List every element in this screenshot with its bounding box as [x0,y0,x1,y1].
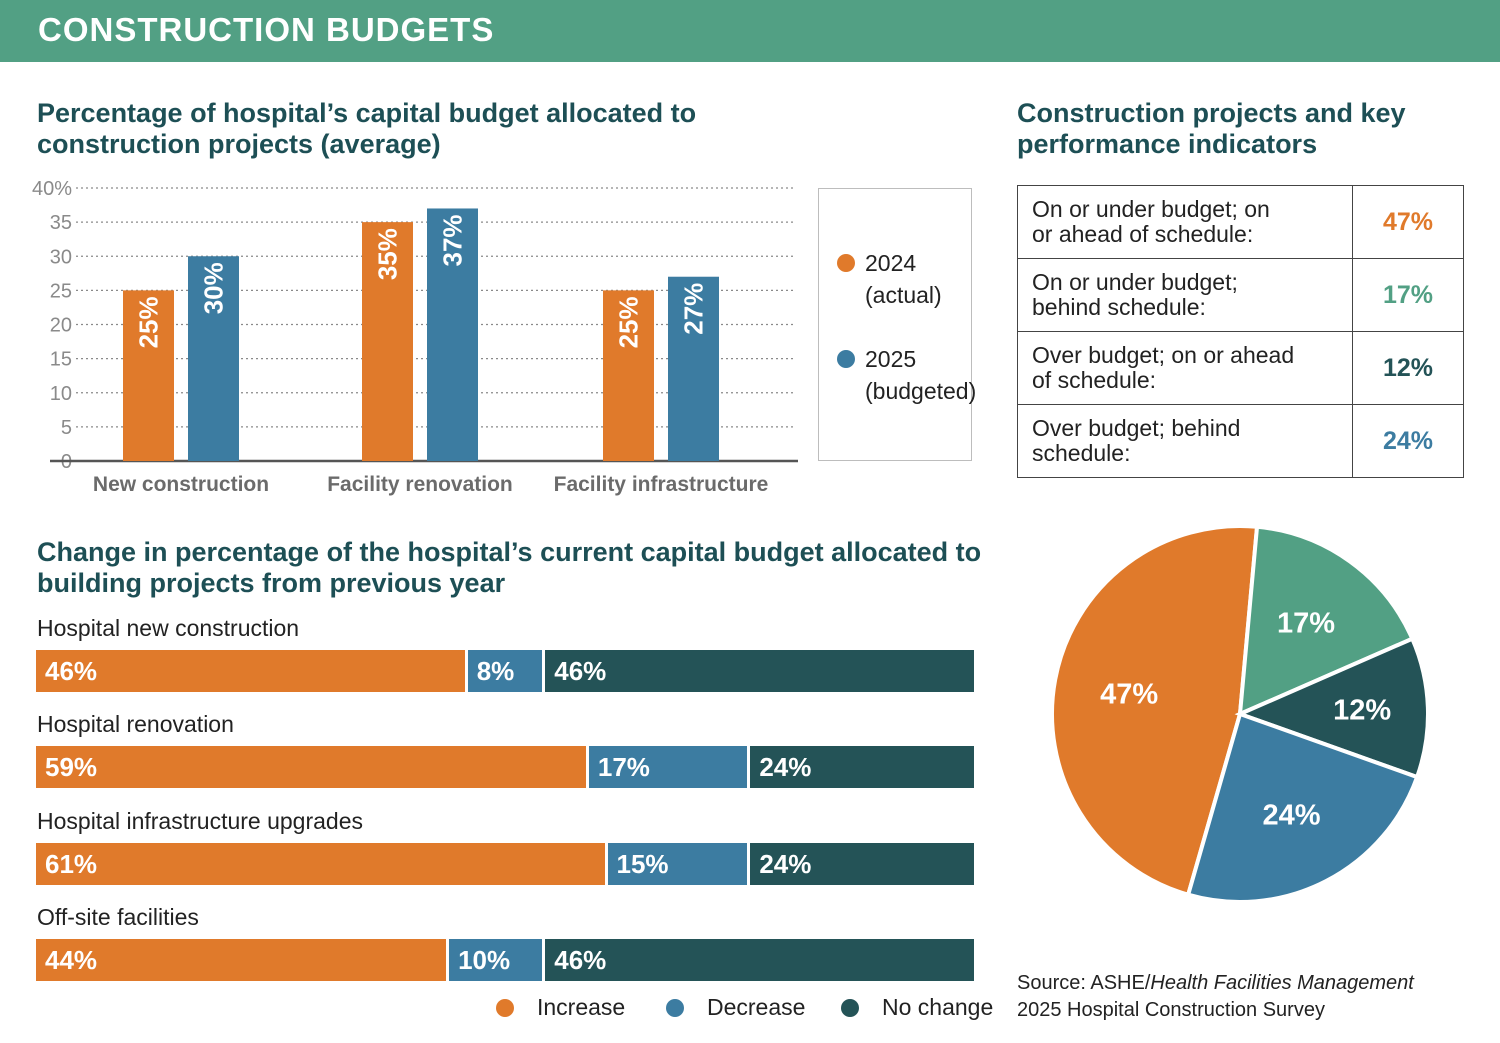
y-tick-label: 30 [50,246,72,268]
stacked-bar-segment: 17% [588,746,748,788]
kpi-title: Construction projects and key performanc… [1017,98,1406,159]
y-tick-label: 25 [50,280,72,302]
stack-category-label: Hospital new construction [37,615,300,641]
x-category-label: New construction [93,473,269,496]
kpi-label: Over budget; on or ahead of schedule: [1017,331,1353,405]
kpi-label-line1: On or under budget; [1032,269,1238,295]
kpi-label-line2: or ahead of schedule: [1032,221,1254,247]
stacked-bar-row: 46% 8% 46% [36,650,974,692]
kpi-label-line2: behind schedule: [1032,294,1206,320]
stacked-bar-segment: 15% [607,843,748,885]
kpi-label: On or under budget; on or ahead of schedu… [1017,185,1353,259]
y-tick-label: 20 [50,315,72,337]
legend-dot-no-change [841,999,859,1017]
bar [427,208,478,461]
page-title: CONSTRUCTION BUDGETS [38,11,495,48]
stack-category-label: Hospital infrastructure upgrades [37,808,363,834]
kpi-label-line2: of schedule: [1032,367,1157,393]
pie-slice [1185,711,1420,904]
stacked-bar-segment: 8% [467,650,543,692]
source-note: Source: ASHE/Health Facilities Managemen… [1017,970,1487,1024]
kpi-label: Over budget; behind schedule: [1017,404,1353,478]
table-row: On or under budget; behind schedule: 17% [1017,258,1464,332]
stacked-bar-segment: 61% [36,843,605,885]
bar [362,222,413,461]
stack-category-label: Hospital renovation [37,711,234,737]
bar-value-label: 25% [134,296,164,348]
table-row: On or under budget; on or ahead of schedu… [1017,185,1464,259]
stacked-bar-row: 59% 17% 24% [36,746,974,788]
source-publication: Health Facilities Management [1150,972,1414,994]
kpi-label-line1: Over budget; behind [1032,415,1241,441]
legend-label-decrease: Decrease [707,994,806,1020]
source-prefix: Source: ASHE/ [1017,972,1151,994]
stacked-chart-title: Change in percentage of the hospital’s c… [37,537,982,598]
pie-slice [1050,524,1260,898]
bar [603,290,654,461]
legend-sublabel-2025: (budgeted) [865,378,977,404]
bar [188,256,239,461]
stack-category-label: Off-site facilities [37,904,199,930]
stacked-bar-segment: 24% [750,746,974,788]
bar-chart-legend: 2024 (actual) 2025 (budgeted) [818,188,976,461]
y-tick-label: 5 [61,417,72,439]
x-category-label: Facility infrastructure [554,473,769,496]
pie-slice-label: 17% [1277,608,1335,640]
legend-dot-increase [496,999,514,1017]
pie-slice [1234,636,1430,780]
stacked-bar-segment: 24% [750,843,974,885]
y-tick-label: 10 [50,383,72,405]
pie-slice [1237,524,1415,718]
y-tick-label: 40% [32,180,72,200]
bar-value-label: 35% [373,228,403,280]
source-survey: 2025 Hospital Construction Survey [1017,999,1325,1021]
stacked-bar-segment: 10% [449,939,543,981]
legend-label-increase: Increase [537,994,626,1020]
bar-value-label: 25% [614,296,644,348]
stacked-bar-row: 44% 10% 46% [36,939,974,981]
pie-slice-label: 24% [1263,799,1321,831]
legend-dot-decrease [666,999,684,1017]
x-category-label: Facility renovation [327,473,513,496]
pie-slice-label: 12% [1333,695,1391,727]
stacked-bar-row: 61% 15% 24% [36,843,974,885]
bar [668,276,719,461]
bar-value-label: 37% [438,214,468,266]
pie-slice-label: 47% [1100,678,1158,710]
bar [123,290,174,461]
kpi-value: 17% [1352,258,1464,332]
kpi-value: 12% [1352,331,1464,405]
y-tick-label: 35 [50,212,72,234]
legend-dot-2025 [837,350,855,368]
legend-dot-2024 [837,254,855,272]
kpi-value: 47% [1352,185,1464,259]
stacked-bar-segment: 46% [36,650,465,692]
legend-label-2024: 2024 [865,250,917,276]
stacked-bar-segment: 59% [36,746,586,788]
header-banner: CONSTRUCTION BUDGETS [0,0,1500,62]
stacked-bar-segment: 46% [545,939,974,981]
y-tick-label: 15 [50,349,72,371]
stacked-bar-segment: 44% [36,939,447,981]
bar-chart: 0510152025303540%25%30%New construction3… [32,180,798,496]
kpi-label: On or under budget; behind schedule: [1017,258,1353,332]
kpi-value: 24% [1352,404,1464,478]
legend-label-2025: 2025 [865,346,917,372]
bar-value-label: 30% [199,262,229,314]
bar-chart-title: Percentage of hospital’s capital budget … [37,98,697,159]
kpi-table: On or under budget; on or ahead of schedu… [1017,185,1464,478]
bar-value-label: 27% [679,283,709,335]
kpi-label-line1: On or under budget; on [1032,196,1270,222]
kpi-label-line1: Over budget; on or ahead [1032,342,1295,368]
table-row: Over budget; behind schedule: 24% [1017,404,1464,478]
legend-sublabel-2024: (actual) [865,282,942,308]
legend-label-no-change: No change [882,994,994,1020]
kpi-label-line2: schedule: [1032,440,1131,466]
table-row: Over budget; on or ahead of schedule: 12% [1017,331,1464,405]
pie-chart: 47% 17% 12% 24% [1050,524,1430,904]
stacked-chart-legend: Increase Decrease No change [496,994,993,1024]
stacked-bar-segment: 46% [545,650,974,692]
